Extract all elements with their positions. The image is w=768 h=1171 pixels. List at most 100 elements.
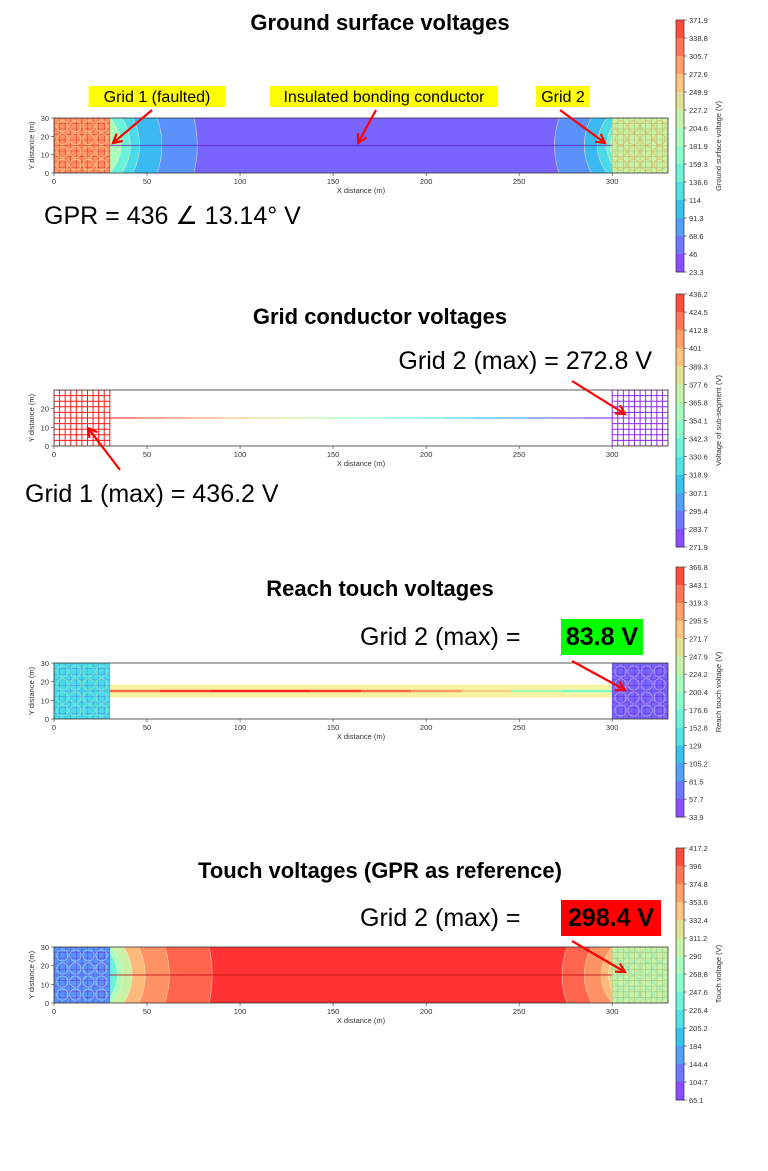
x-tick-label: 150 — [327, 450, 340, 459]
contour-ring — [56, 158, 69, 171]
colorbar-band — [676, 456, 684, 476]
colorbar-tick-label: 389.3 — [689, 362, 708, 371]
contour-ring — [640, 962, 653, 975]
arrow-shaft — [571, 660, 626, 691]
contour-ring — [69, 988, 82, 1001]
colorbar-tick-label: 353.6 — [689, 898, 708, 907]
colorbar-band — [676, 200, 684, 219]
colorbar-band — [676, 848, 684, 867]
annotation-conductor-label: Insulated bonding conductor — [283, 89, 485, 106]
annotation-highlight — [88, 86, 226, 107]
chart-title: Reach touch voltages — [266, 576, 493, 601]
colorbar-band — [676, 1010, 684, 1029]
colorbar-tick-label: 57.7 — [689, 795, 704, 804]
colorbar-band — [676, 902, 684, 921]
contour-ring — [614, 949, 627, 962]
colorbar-band — [676, 1082, 684, 1101]
colorbar-label: Touch voltage (V) — [714, 944, 723, 1003]
colorbar-tick-label: 412.8 — [689, 326, 708, 335]
contour-ring — [69, 704, 82, 717]
y-tick-label: 30 — [41, 659, 49, 668]
x-tick-label: 250 — [513, 1007, 526, 1016]
contour-ring — [614, 665, 627, 678]
colorbar-tick-label: 307.1 — [689, 489, 708, 498]
contour-ring — [95, 949, 108, 962]
contour-ring — [627, 691, 640, 704]
y-axis-label: Y distance (m) — [27, 121, 36, 170]
contour-ring — [653, 962, 666, 975]
contour-ring — [56, 962, 69, 975]
colorbar-band — [676, 254, 684, 273]
chart-title: Grid conductor voltages — [253, 304, 507, 329]
contour-ring — [95, 962, 108, 975]
colorbar-tick-label: 319.3 — [689, 599, 708, 608]
contour-ring — [95, 691, 108, 704]
y-axis-label: Y distance (m) — [27, 950, 36, 999]
colorbar-band — [676, 638, 684, 657]
colorbar: 366.8 343.1 319.3 295.5 271.7 247.9 224.2 200.4… — [675, 563, 723, 822]
contour-ring — [69, 975, 82, 988]
contour-ring — [56, 146, 69, 158]
colorbar-tick-label: 129 — [689, 742, 702, 751]
x-axis-label: X distance (m) — [337, 732, 386, 741]
axes-frame — [53, 389, 669, 447]
colorbar-band — [676, 294, 684, 313]
colorbar-tick-label: 144.4 — [689, 1060, 708, 1069]
colorbar-band — [676, 656, 684, 675]
colorbar-band — [676, 956, 684, 975]
contour-ring — [653, 678, 666, 691]
contour-ring — [614, 975, 627, 988]
grid2-max-label: Grid 2 (max) = — [360, 904, 520, 932]
contour-ring — [56, 975, 69, 988]
red-arrow — [356, 109, 377, 146]
contour-ring — [653, 949, 666, 962]
grid2-max-value: 298.4 V — [568, 904, 655, 932]
contour-ring — [614, 988, 627, 1001]
contour-ring — [627, 133, 640, 145]
colorbar-band — [676, 128, 684, 147]
colorbar-band — [676, 528, 684, 548]
contour-ring — [82, 678, 95, 691]
colorbar-tick-label: 366.8 — [689, 563, 708, 572]
colorbar-band — [676, 20, 684, 39]
colorbar-band — [676, 384, 684, 403]
contour-ring — [614, 120, 627, 133]
contour-ring — [640, 120, 653, 133]
colorbar-band — [676, 330, 684, 349]
contour-ring — [640, 949, 653, 962]
colorbar-band — [676, 866, 684, 885]
colorbar-band — [676, 781, 684, 800]
contour-ring — [69, 691, 82, 704]
colorbar-tick-label: 104.7 — [689, 1078, 708, 1087]
colorbar-tick-label: 272.6 — [689, 70, 708, 79]
annotation-highlight — [536, 86, 590, 107]
colorbar: 436.2 424.5 412.8 401 389.3 377.6 365.8 354.1 34… — [675, 290, 723, 552]
colorbar-band — [676, 799, 684, 818]
red-arrow — [111, 109, 153, 145]
contour-ring — [640, 133, 653, 145]
grid-2 — [611, 947, 668, 1003]
contour-ring — [82, 120, 95, 133]
contour-ring — [640, 146, 653, 158]
x-tick-label: 100 — [234, 1007, 247, 1016]
colorbar-band — [676, 620, 684, 639]
contour-ring — [614, 962, 627, 975]
contour-ring — [640, 665, 653, 678]
contour-ring — [56, 949, 69, 962]
colorbar-tick-label: 205.2 — [689, 1024, 708, 1033]
x-tick-label: 50 — [143, 1007, 151, 1016]
contour-ring — [614, 158, 627, 171]
y-tick-label: 10 — [41, 151, 49, 160]
value-highlight-red — [561, 900, 661, 936]
colorbar-tick-label: 377.6 — [689, 380, 708, 389]
contour-ring — [640, 988, 653, 1001]
red-arrow — [571, 380, 627, 416]
contour-ring — [627, 678, 640, 691]
colorbar-tick-label: 152.8 — [689, 724, 708, 733]
arrow-head — [111, 133, 124, 145]
contour-ring — [56, 665, 69, 678]
arrow-head — [356, 132, 368, 146]
contour-ring — [82, 975, 95, 988]
red-arrow — [86, 426, 121, 471]
